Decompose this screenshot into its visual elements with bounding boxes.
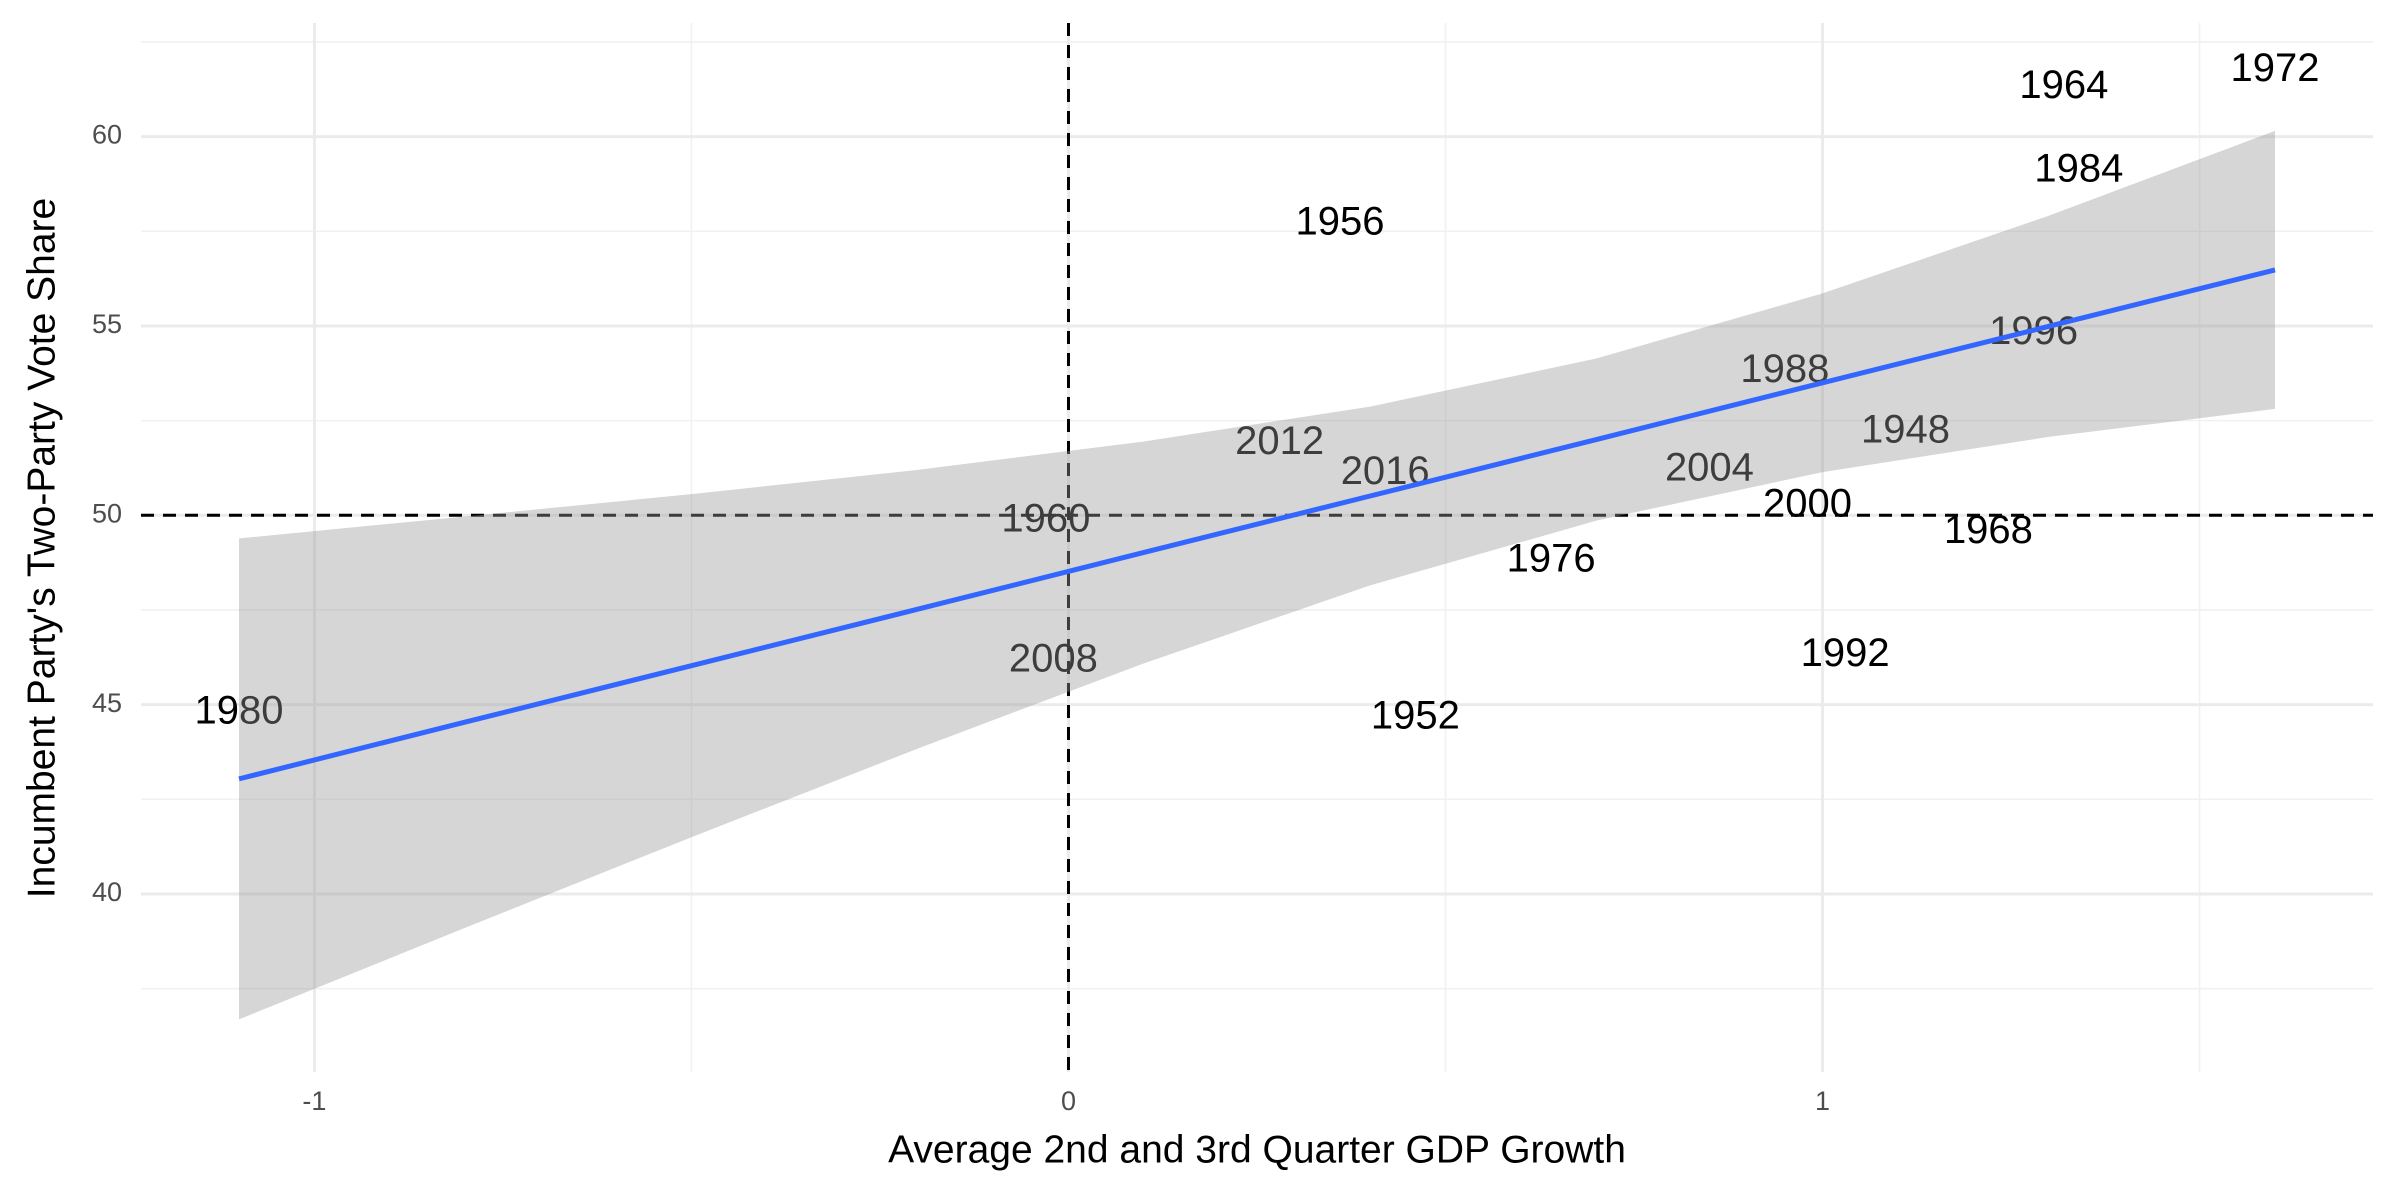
point-label: 1960 bbox=[1001, 497, 1090, 541]
y-tick-label: 45 bbox=[92, 688, 122, 718]
point-label: 1980 bbox=[195, 689, 284, 733]
fit-line bbox=[238, 267, 2276, 782]
y-tick-label: 55 bbox=[92, 309, 122, 339]
point-label: 1976 bbox=[1507, 536, 1596, 580]
point-label: 2008 bbox=[1009, 637, 1098, 681]
point-label: 1956 bbox=[1295, 199, 1384, 243]
point-label: 2004 bbox=[1665, 445, 1754, 489]
point-label: 2012 bbox=[1235, 419, 1324, 463]
confidence-band bbox=[239, 130, 2275, 1020]
x-axis-title: Average 2nd and 3rd Quarter GDP Growth bbox=[888, 1128, 1626, 1171]
point-label: 2000 bbox=[1763, 481, 1852, 525]
point-label: 1984 bbox=[2034, 146, 2123, 190]
y-tick-label: 40 bbox=[92, 877, 122, 907]
point-label: 1972 bbox=[2230, 46, 2319, 90]
y-tick-label: 60 bbox=[92, 120, 122, 150]
point-label: 1952 bbox=[1371, 693, 1460, 737]
x-tick-label: -1 bbox=[302, 1086, 326, 1116]
x-tick-label: 0 bbox=[1061, 1086, 1076, 1116]
point-label: 1992 bbox=[1801, 631, 1890, 675]
point-label: 1968 bbox=[1944, 508, 2033, 552]
y-tick-label: 50 bbox=[92, 498, 122, 528]
x-tick-label: 1 bbox=[1815, 1086, 1830, 1116]
point-label: 1964 bbox=[2019, 63, 2108, 107]
y-axis-title: Incumbent Party's Two-Party Vote Share bbox=[20, 198, 63, 898]
point-label: 1948 bbox=[1861, 408, 1950, 452]
